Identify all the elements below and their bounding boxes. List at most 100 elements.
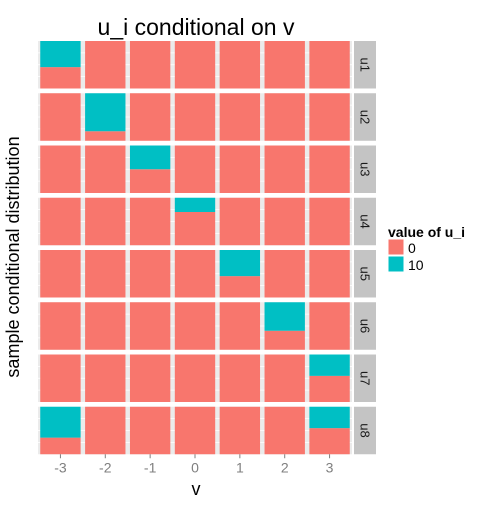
bar-u5-v-3-value-0 (40, 250, 81, 298)
bar-u2-v3-value-0 (309, 93, 350, 141)
bar-u1-v1-value-0 (219, 41, 261, 89)
legend-label-10: 10 (408, 257, 424, 273)
facet-strip-u3 (354, 145, 376, 193)
facet-strip-u7 (354, 354, 376, 402)
x-tick-label--3: -3 (54, 459, 67, 475)
bar-u3-v3-value-0 (309, 145, 350, 193)
bar-u8-v-2-value-0 (85, 406, 126, 455)
legend: value of u_i 0 10 (387, 224, 465, 273)
bar-u7-v-2-value-0 (85, 354, 126, 402)
facet-panel-u1: u1 (38, 41, 376, 89)
facet-strip-u1 (354, 41, 376, 89)
facet-panel-u2: u2 (38, 93, 376, 141)
bar-u5-v1-value-0 (219, 276, 261, 298)
facet-label-u7: u7 (358, 371, 373, 385)
x-tick-label-1: 1 (236, 459, 244, 475)
facet-label-u1: u1 (358, 58, 373, 72)
facet-panel-u6: u6 (38, 302, 376, 350)
bar-u5-v0-value-0 (174, 250, 216, 298)
facet-label-u8: u8 (358, 423, 373, 437)
bar-u2-v-1-value-0 (129, 93, 171, 141)
y-axis-label: sample conditional distribution (3, 136, 23, 377)
bar-u7-v1-value-0 (219, 354, 261, 402)
bar-u6-v3-value-0 (309, 302, 350, 350)
bar-u4-v-1-value-0 (129, 197, 171, 246)
bar-u7-v-1-value-0 (129, 354, 171, 402)
bar-u5-v-1-value-0 (129, 250, 171, 298)
x-axis-label: v (192, 479, 201, 499)
facet-strip-u6 (354, 302, 376, 350)
bar-u8-v1-value-0 (219, 406, 261, 455)
bar-u4-v-2-value-0 (85, 197, 126, 246)
x-tick-label--1: -1 (144, 459, 157, 475)
bar-u4-v0-value-0 (174, 212, 216, 246)
legend-title: value of u_i (388, 224, 465, 240)
x-tick-label-0: 0 (191, 459, 199, 475)
facet-label-u4: u4 (358, 214, 373, 228)
bar-u1-v-2-value-0 (85, 41, 126, 89)
x-axis-ticks: -3 -2 -1 0 1 2 3 (54, 454, 334, 475)
bar-u2-v0-value-0 (174, 93, 216, 141)
facet-panel-u5: u5 (38, 250, 376, 298)
bar-u1-v3-value-0 (309, 41, 350, 89)
bar-u8-v-1-value-0 (129, 406, 171, 455)
bar-u2-v1-value-0 (219, 93, 261, 141)
bar-u7-v3-value-10 (309, 354, 350, 376)
x-tick-label-3: 3 (326, 459, 334, 475)
bar-u2-v-2-value-0 (85, 131, 126, 141)
x-tick-label--2: -2 (99, 459, 112, 475)
facet-label-u6: u6 (358, 319, 373, 333)
bar-u1-v0-value-0 (174, 41, 216, 89)
bar-u5-v1-value-10 (219, 250, 261, 277)
bar-u8-v3-value-0 (309, 428, 350, 455)
bar-u6-v0-value-0 (174, 302, 216, 350)
bar-u7-v0-value-0 (174, 354, 216, 402)
bar-u3-v2-value-0 (264, 145, 305, 193)
bar-u8-v0-value-0 (174, 406, 216, 455)
bar-u8-v-3-value-10 (40, 406, 81, 438)
facet-label-u3: u3 (358, 162, 373, 176)
bar-u3-v-1-value-10 (129, 145, 171, 170)
bar-u6-v2-value-10 (264, 302, 305, 331)
bar-u3-v-1-value-0 (129, 169, 171, 193)
facet-panel-u3: u3 (38, 145, 376, 193)
facet-strip-u5 (354, 250, 376, 298)
bar-u1-v-1-value-0 (129, 41, 171, 89)
legend-key-10 (387, 255, 405, 273)
bar-u4-v0-value-10 (174, 197, 216, 212)
chart-title: u_i conditional on v (98, 14, 295, 40)
bar-u3-v0-value-0 (174, 145, 216, 193)
facet-panels: u1 u2 u3 u4 u5 u6 u7 u8 (38, 41, 376, 455)
bar-u3-v1-value-0 (219, 145, 261, 193)
bar-u4-v-3-value-0 (40, 197, 81, 246)
bar-u4-v3-value-0 (309, 197, 350, 246)
facet-panel-u8: u8 (38, 406, 376, 455)
bar-u7-v2-value-0 (264, 354, 305, 402)
facet-strip-u2 (354, 93, 376, 141)
bar-u1-v-3-value-0 (40, 67, 81, 89)
bar-u8-v2-value-0 (264, 406, 305, 455)
bar-u5-v2-value-0 (264, 250, 305, 298)
legend-label-0: 0 (408, 240, 416, 256)
bar-u6-v-3-value-0 (40, 302, 81, 350)
bar-u2-v-3-value-0 (40, 93, 81, 141)
bar-u3-v-2-value-0 (85, 145, 126, 193)
facet-strip-u4 (354, 197, 376, 246)
bar-u6-v-2-value-0 (85, 302, 126, 350)
bar-u8-v3-value-10 (309, 406, 350, 429)
bar-u1-v-3-value-10 (40, 41, 81, 68)
facet-label-u5: u5 (358, 267, 373, 281)
bar-u4-v2-value-0 (264, 197, 305, 246)
bar-u6-v1-value-0 (219, 302, 261, 350)
bar-u3-v-3-value-0 (40, 145, 81, 193)
bar-u5-v-2-value-0 (85, 250, 126, 298)
bar-u2-v-2-value-10 (85, 93, 126, 132)
bar-u7-v-3-value-0 (40, 354, 81, 402)
facet-label-u2: u2 (358, 110, 373, 124)
legend-key-0 (387, 238, 405, 256)
facet-panel-u4: u4 (38, 197, 376, 246)
bar-u7-v3-value-0 (309, 375, 350, 402)
bar-u1-v2-value-0 (264, 41, 305, 89)
bar-u6-v-1-value-0 (129, 302, 171, 350)
